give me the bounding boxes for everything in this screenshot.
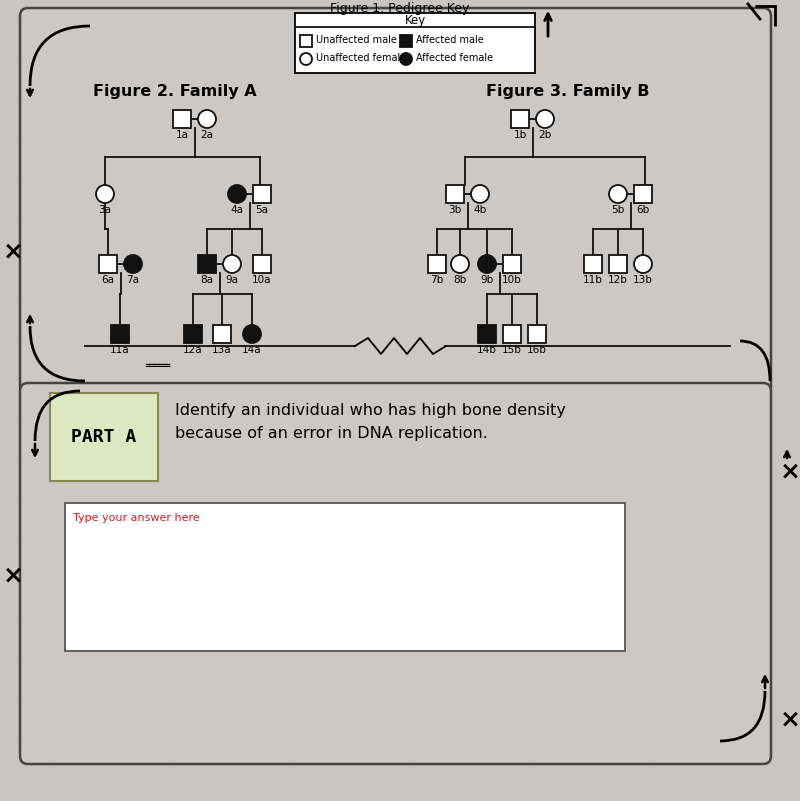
Text: ×: × xyxy=(779,459,800,483)
Text: 1b: 1b xyxy=(514,130,526,140)
Bar xyxy=(213,325,231,343)
Text: Figure 2. Family A: Figure 2. Family A xyxy=(93,84,257,99)
Text: 8a: 8a xyxy=(201,275,214,285)
FancyBboxPatch shape xyxy=(20,8,771,394)
Circle shape xyxy=(228,185,246,203)
Text: Key: Key xyxy=(404,14,426,27)
Bar xyxy=(584,255,602,273)
Text: 3b: 3b xyxy=(448,205,462,215)
Text: 4b: 4b xyxy=(474,205,486,215)
Bar xyxy=(253,185,271,203)
Bar xyxy=(65,503,625,651)
Text: 12b: 12b xyxy=(608,275,628,285)
Text: 9a: 9a xyxy=(226,275,238,285)
Bar xyxy=(428,255,446,273)
Circle shape xyxy=(243,325,261,343)
Text: because of an error in DNA replication.: because of an error in DNA replication. xyxy=(175,426,488,441)
Circle shape xyxy=(96,185,114,203)
FancyBboxPatch shape xyxy=(20,383,771,764)
Text: 10b: 10b xyxy=(502,275,522,285)
Bar xyxy=(634,185,652,203)
Text: Affected male: Affected male xyxy=(416,35,484,45)
Text: 9b: 9b xyxy=(480,275,494,285)
Circle shape xyxy=(198,110,216,128)
Text: 2b: 2b xyxy=(538,130,552,140)
Text: 5a: 5a xyxy=(255,205,269,215)
Circle shape xyxy=(223,255,241,273)
Bar xyxy=(446,185,464,203)
Text: 7b: 7b xyxy=(430,275,444,285)
Circle shape xyxy=(471,185,489,203)
Text: Figure 3. Family B: Figure 3. Family B xyxy=(486,84,650,99)
Text: 14a: 14a xyxy=(242,345,262,355)
Text: Affected female: Affected female xyxy=(416,53,493,63)
Text: ×: × xyxy=(779,707,800,731)
Text: 5b: 5b xyxy=(611,205,625,215)
Text: 2a: 2a xyxy=(201,130,214,140)
Text: 1a: 1a xyxy=(175,130,189,140)
Text: 13b: 13b xyxy=(633,275,653,285)
Text: Unaffected female: Unaffected female xyxy=(316,53,406,63)
Bar xyxy=(503,325,521,343)
Text: 16b: 16b xyxy=(527,345,547,355)
Bar xyxy=(511,110,529,128)
Text: 7a: 7a xyxy=(126,275,139,285)
Text: ×: × xyxy=(2,239,23,263)
Bar xyxy=(198,255,216,273)
Text: 8b: 8b xyxy=(454,275,466,285)
Text: 13a: 13a xyxy=(212,345,232,355)
Circle shape xyxy=(634,255,652,273)
Circle shape xyxy=(478,255,496,273)
Bar xyxy=(528,325,546,343)
Text: ×: × xyxy=(2,564,23,588)
Circle shape xyxy=(609,185,627,203)
Bar xyxy=(503,255,521,273)
Text: Type your answer here: Type your answer here xyxy=(73,513,200,523)
Text: 10a: 10a xyxy=(252,275,272,285)
Bar xyxy=(300,35,312,47)
Bar xyxy=(295,13,535,73)
Circle shape xyxy=(536,110,554,128)
Text: 6a: 6a xyxy=(102,275,114,285)
Text: PART A: PART A xyxy=(71,428,137,446)
Bar xyxy=(50,393,158,481)
Text: ═══: ═══ xyxy=(146,359,170,373)
Bar xyxy=(173,110,191,128)
Text: 14b: 14b xyxy=(477,345,497,355)
Text: 3a: 3a xyxy=(98,205,111,215)
Circle shape xyxy=(451,255,469,273)
Circle shape xyxy=(300,53,312,65)
Text: 11a: 11a xyxy=(110,345,130,355)
Text: Identify an individual who has high bone density: Identify an individual who has high bone… xyxy=(175,403,566,418)
Text: 11b: 11b xyxy=(583,275,603,285)
Text: Figure 1. Pedigree Key: Figure 1. Pedigree Key xyxy=(330,2,470,15)
Text: 6b: 6b xyxy=(636,205,650,215)
Text: 12a: 12a xyxy=(183,345,203,355)
Bar xyxy=(400,35,412,47)
Circle shape xyxy=(124,255,142,273)
Bar xyxy=(111,325,129,343)
Bar xyxy=(609,255,627,273)
Text: 15b: 15b xyxy=(502,345,522,355)
Text: Unaffected male: Unaffected male xyxy=(316,35,397,45)
Text: 4a: 4a xyxy=(230,205,243,215)
Bar xyxy=(253,255,271,273)
Bar xyxy=(478,325,496,343)
Bar xyxy=(99,255,117,273)
Circle shape xyxy=(400,53,412,65)
Bar xyxy=(184,325,202,343)
